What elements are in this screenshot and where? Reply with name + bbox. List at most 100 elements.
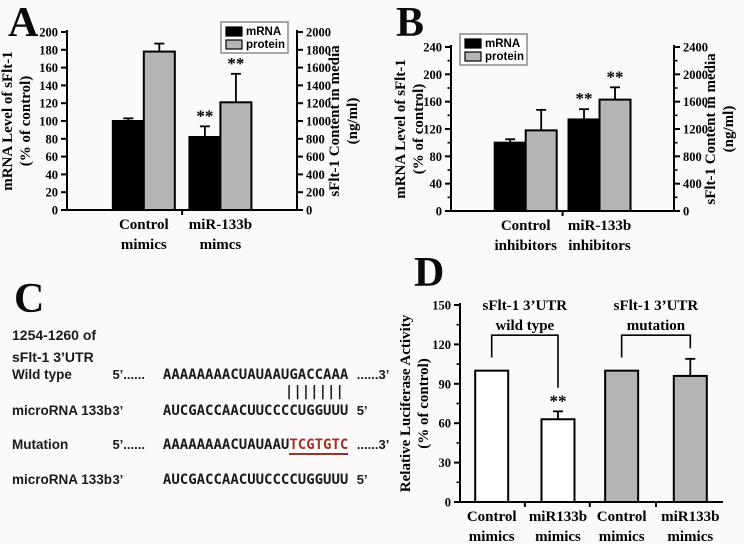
x-category-label: inhibitors [494,238,557,254]
y-tick-label: 180 [39,43,58,57]
y-tick-label: 0 [52,204,58,218]
y-tick-label: 90 [439,377,452,391]
y-tick-label: 1000 [306,115,331,129]
panel-d-bar-chart: 0 30 60 90 120 150 Relative Luciferase Activit… [400,298,723,544]
y-tick-label: 1600 [683,95,708,109]
bar [493,141,527,213]
y-tick-label: 120 [39,97,58,111]
y-tick-label: 200 [306,186,325,200]
region-label-line1: 1254-1260 of [12,327,97,343]
y-tick-label: 60 [46,150,59,164]
y-axis-title-right: sFlt-1 Content in media [703,53,719,205]
y-axis-title: Relative Luciferase Activity [400,314,414,492]
bar [474,369,510,503]
y-tick-label: 2400 [683,41,708,55]
y-tick-label: 120 [432,338,451,352]
bar [598,98,632,212]
row-suffix: 5’ [356,403,368,418]
y-tick-label: 20 [46,186,59,200]
row-sequence: AUCGACCAACUUCCCCUGGUUU [162,403,349,419]
base-pairing-bars: ||||||| [12,384,344,402]
significance-bracket [490,334,559,388]
group-title: wild type [495,318,554,334]
row-sequence: AAAAAAAACUAUAAUGACCAAA [162,367,349,383]
y-tick-label: 0 [306,204,312,218]
sequence-row-wild-type: Wild type 5’...... AAAAAAAACUAUAAUGACCAA… [12,367,389,385]
group-title: sFlt-1 3’UTR [483,298,568,314]
legend-label: protein [485,51,524,63]
panel-a-letter: A [8,0,39,46]
region-label-line2: sFlt-1 3’UTR [12,349,94,365]
group-title: mutation [627,318,686,334]
row-suffix: ......3’ [356,367,390,382]
x-category-label: mimics [121,237,167,253]
x-category-label: mimics [469,529,515,544]
x-category-label: Control [467,509,517,525]
y-tick-label: 120 [423,123,442,137]
sequence-row-microrna-1: microRNA 133b 3’ AUCGACCAACUUCCCCUGGUUU … [12,403,368,421]
row-name: microRNA 133b [12,472,113,487]
x-category-label: Control [119,217,169,233]
panel-d: 0 30 60 90 120 150 Relative Luciferase Activit… [400,272,744,544]
x-category-label: inhibitors [568,238,631,254]
y-tick-label: 80 [430,150,443,164]
x-category-label: mimics [599,529,645,544]
y-tick-label: 40 [46,168,59,182]
y-tick-label: 0 [445,496,451,510]
x-category-label: miR133b [661,509,719,525]
bar [672,374,708,503]
pairing-bars-glyphs: ||||||| [158,384,344,400]
y-tick-label: 600 [306,150,325,164]
y-tick-label: 1600 [306,61,331,75]
group-title: sFlt-1 3’UTR [614,298,699,314]
y-axis-title: (% of control) [18,76,34,167]
y-tick-label: 200 [423,68,442,82]
y-tick-label: 200 [39,26,58,40]
row-suffix: ......3’ [356,437,390,452]
row-suffix: 5’ [356,472,368,487]
bar [524,129,558,212]
bar [540,418,576,503]
row-prefix: 3’ [112,403,124,418]
x-category-label: mimics [667,529,713,544]
y-tick-label: 150 [432,299,451,313]
y-tick-label: 0 [436,205,442,219]
y-tick-label: 160 [423,95,442,109]
y-tick-label: 40 [430,177,443,191]
y-tick-label: 1200 [683,123,708,137]
legend-label: mRNA [246,26,281,38]
y-tick-label: 800 [683,150,702,164]
panel-a-bar-chart: 0204060801001201401601802000200400600800… [0,21,361,253]
y-tick-label: 30 [439,456,452,470]
significance-marker: ** [549,391,566,410]
row-sequence: AUCGACCAACUUCCCCUGGUUU [162,472,349,488]
y-tick-label: 1200 [306,97,331,111]
significance-bracket [620,334,692,358]
y-tick-label: 800 [306,132,325,146]
y-axis-title-right: (ng/ml) [721,106,737,153]
sequence-row-mutation: Mutation 5’...... AAAAAAAACUAUAAUTCGTGTC… [12,437,389,455]
row-name: Mutation [12,437,69,452]
y-axis-title: (% of control) [416,358,432,449]
bar [604,369,640,503]
y-tick-label: 160 [39,61,58,75]
y-tick-label: 100 [39,115,58,129]
y-tick-label: 140 [39,79,58,93]
significance-marker: ** [607,67,624,86]
row-prefix: 5’...... [112,367,145,382]
row-name: Wild type [12,367,72,382]
legend-swatch [464,38,482,49]
row-prefix: 5’...... [112,437,145,452]
legend-swatch [225,26,243,37]
y-tick-label: 240 [423,41,442,55]
significance-marker: ** [576,89,593,108]
legend-label: mRNA [485,38,520,50]
panel-d-letter: D [414,250,445,296]
y-tick-label: 400 [306,168,325,182]
x-category-label: mimcs [200,237,242,253]
panel-c-sequence-diagram: 1254-1260 of sFlt-1 3’UTR Wild type 5’..… [0,272,400,544]
x-category-label: miR-133b [189,217,252,233]
y-axis-title: mRNA Level of sFlt-1 [393,59,409,199]
panel-a: 0 20 40 60 80 100 120 140 160 180 200 0 200 400 600 800… [0,0,372,272]
